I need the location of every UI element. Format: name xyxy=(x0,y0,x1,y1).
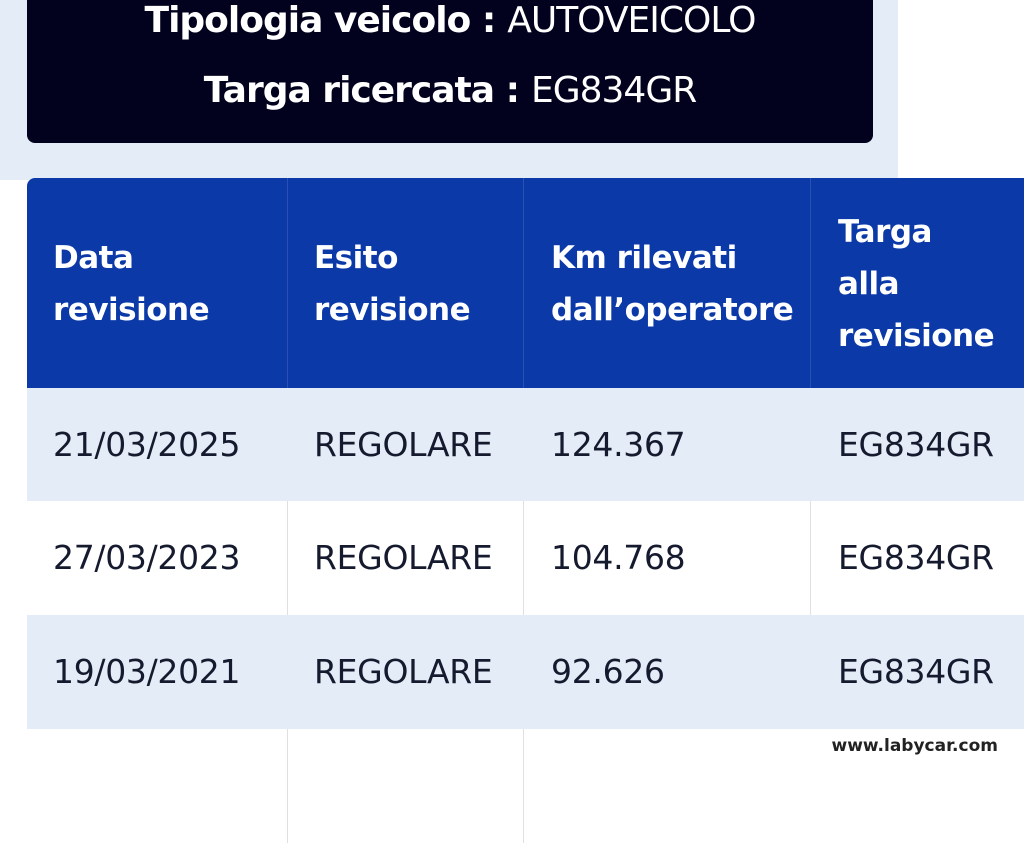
header-line: revisione xyxy=(838,318,995,354)
header-date: Data revisione xyxy=(53,232,210,336)
cell-plate: EG834GR xyxy=(838,538,994,577)
cell-outcome: REGOLARE xyxy=(314,425,493,464)
header-line: Data xyxy=(53,240,134,276)
header-line: revisione xyxy=(314,292,471,328)
header-plate: Targa alla revisione xyxy=(838,206,995,362)
cell-plate: EG834GR xyxy=(838,652,994,691)
header-line: dall’operatore xyxy=(551,292,794,328)
column-divider xyxy=(287,178,288,388)
plate-line: Targa ricercata : EG834GR xyxy=(27,70,873,111)
table-row: 21/03/2025 REGOLARE 124.367 EG834GR xyxy=(27,388,1024,502)
table-row: 27/03/2023 REGOLARE 104.768 EG834GR xyxy=(27,501,1024,615)
cell-km: 92.626 xyxy=(551,652,665,691)
watermark: www.labycar.com xyxy=(831,736,998,756)
column-divider xyxy=(523,501,524,615)
plate-value: EG834GR xyxy=(530,70,697,111)
header-line: alla xyxy=(838,266,900,302)
header-line: Targa xyxy=(838,214,932,250)
table-row: 19/03/2021 REGOLARE 92.626 EG834GR xyxy=(27,615,1024,729)
vehicle-type-value: AUTOVEICOLO xyxy=(507,0,756,41)
header-outcome: Esito revisione xyxy=(314,232,471,336)
cell-km: 104.768 xyxy=(551,538,686,577)
cell-date: 19/03/2021 xyxy=(53,652,241,691)
header-line: revisione xyxy=(53,292,210,328)
vehicle-type-line: Tipologia veicolo : AUTOVEICOLO xyxy=(27,0,873,41)
column-divider xyxy=(523,729,524,843)
column-divider xyxy=(523,178,524,388)
column-divider xyxy=(287,501,288,615)
header-km: Km rilevati dall’operatore xyxy=(551,232,794,336)
plate-label: Targa ricercata : xyxy=(203,70,520,111)
table-header: Data revisione Esito revisione Km rileva… xyxy=(27,178,1024,388)
vehicle-info-box: Tipologia veicolo : AUTOVEICOLO Targa ric… xyxy=(27,0,873,143)
column-divider xyxy=(810,178,811,388)
cell-outcome: REGOLARE xyxy=(314,538,493,577)
column-divider xyxy=(810,501,811,615)
cell-date: 21/03/2025 xyxy=(53,425,241,464)
cell-date: 27/03/2023 xyxy=(53,538,241,577)
column-divider xyxy=(287,729,288,843)
header-line: Km rilevati xyxy=(551,240,737,276)
cell-outcome: REGOLARE xyxy=(314,652,493,691)
vehicle-type-label: Tipologia veicolo : xyxy=(144,0,497,41)
cell-km: 124.367 xyxy=(551,425,686,464)
header-line: Esito xyxy=(314,240,398,276)
cell-plate: EG834GR xyxy=(838,425,994,464)
